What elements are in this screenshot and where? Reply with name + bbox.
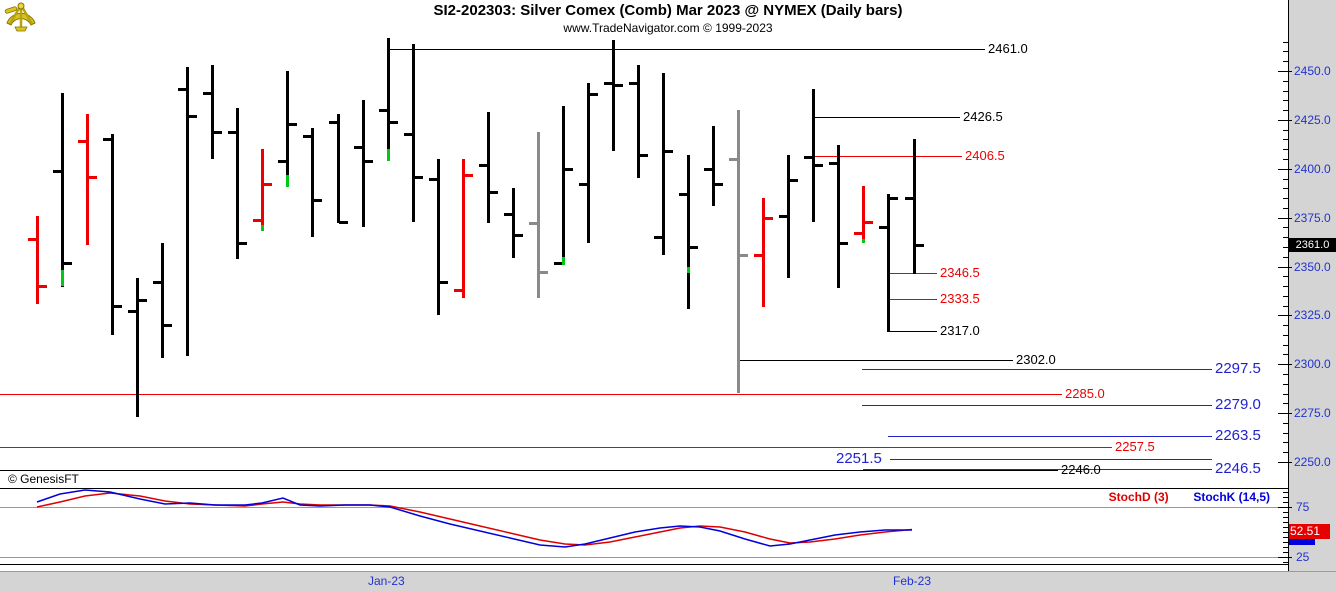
price-chart-surface[interactable] <box>0 33 1288 488</box>
stochastic-panel[interactable] <box>0 488 1288 565</box>
date-axis[interactable] <box>0 571 1336 591</box>
stochastic-legend: StochD (3) StochK (14,5) <box>0 490 1270 504</box>
stochd-legend-label[interactable]: StochD (3) <box>1108 490 1169 504</box>
genesis-watermark: © GenesisFT <box>8 472 79 486</box>
stochk-legend-label[interactable]: StochK (14,5) <box>1193 490 1270 504</box>
genesis-logo-icon <box>4 2 36 32</box>
stochd-value-badge: 52.51 <box>1289 524 1330 539</box>
stochk-value-badge <box>1289 538 1315 545</box>
chart-title: SI2-202303: Silver Comex (Comb) Mar 2023… <box>433 2 903 19</box>
price-axis[interactable] <box>1288 0 1336 591</box>
last-price-badge: 2361.0 <box>1289 238 1336 252</box>
chart-subtitle: www.TradeNavigator.com © 1999-2023 <box>563 21 773 35</box>
